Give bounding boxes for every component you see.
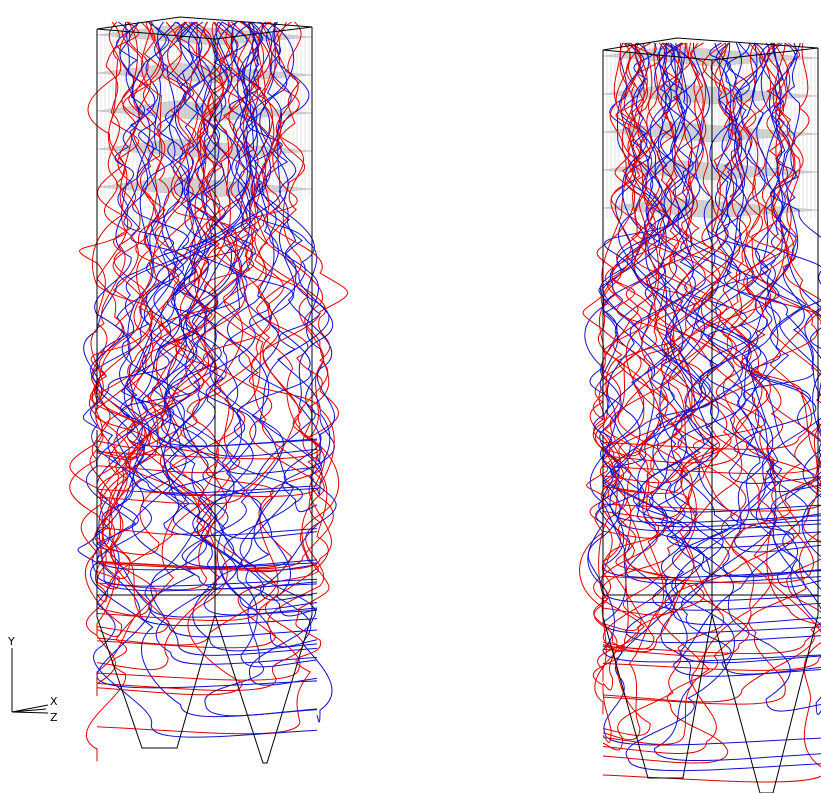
axis-triad [12, 648, 48, 713]
axis-label-z: Z [50, 711, 58, 724]
visualization: Y X Z [0, 0, 821, 793]
furnace-right [580, 38, 821, 793]
z-axis [12, 712, 48, 713]
axis-label-y: Y [7, 635, 15, 648]
x-axis [12, 705, 48, 712]
axis-label-x: X [50, 695, 58, 708]
furnace-left [70, 17, 348, 763]
